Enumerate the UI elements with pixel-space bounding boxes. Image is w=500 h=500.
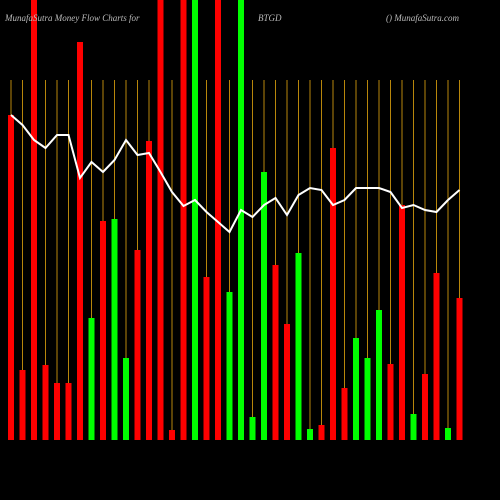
- bar: [146, 141, 152, 440]
- bar: [226, 292, 233, 440]
- bar: [399, 205, 405, 440]
- bar: [8, 115, 14, 440]
- chart-title: MunafaSutra Money Flow Charts for: [4, 13, 140, 23]
- bar: [134, 250, 141, 440]
- bar: [330, 148, 336, 440]
- bar: [88, 318, 95, 440]
- bar: [261, 172, 267, 440]
- bar: [19, 370, 26, 440]
- site: () MunafaSutra.com: [386, 13, 459, 23]
- bar: [433, 273, 440, 440]
- bar: [376, 310, 382, 440]
- bar: [353, 338, 359, 440]
- bar: [295, 253, 302, 440]
- bar: [42, 365, 49, 440]
- bar: [100, 221, 106, 440]
- bar: [54, 383, 60, 440]
- bar: [307, 429, 313, 440]
- bar: [318, 425, 325, 440]
- money-flow-line: [10, 114, 461, 234]
- bar: [445, 428, 451, 440]
- bar: [364, 358, 371, 440]
- bar: [272, 265, 279, 440]
- bar: [238, 0, 244, 440]
- bar: [111, 219, 118, 440]
- bar: [65, 383, 72, 440]
- bar: [284, 324, 290, 440]
- bar: [422, 374, 428, 440]
- symbol: BTGD: [258, 13, 282, 23]
- bar: [387, 364, 394, 440]
- bar: [31, 0, 37, 440]
- bar: [123, 358, 129, 440]
- bar: [157, 0, 164, 440]
- bar: [180, 0, 187, 440]
- bar: [169, 430, 175, 440]
- bar: [203, 277, 210, 440]
- bar: [77, 42, 83, 440]
- bar: [410, 414, 417, 440]
- bar: [215, 0, 221, 440]
- plot: [8, 0, 463, 440]
- bar: [249, 417, 256, 440]
- bar: [341, 388, 348, 440]
- bar: [192, 0, 198, 440]
- bar: [456, 298, 463, 440]
